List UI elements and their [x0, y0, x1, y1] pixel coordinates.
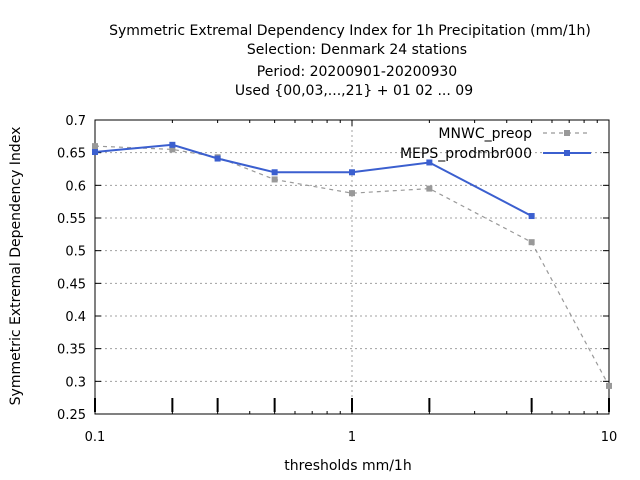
title-line-3: Period: 20200901-20200930: [257, 64, 457, 80]
x-axis-ticks: 0.1 1 10: [85, 120, 618, 445]
data-point: [169, 141, 176, 148]
y-tick-label: 0.65: [57, 147, 86, 162]
grid: [95, 120, 609, 414]
data-point: [426, 159, 433, 166]
data-point: [271, 176, 278, 183]
y-tick-label: 0.3: [65, 375, 86, 390]
y-axis-label: Symmetric Extremal Dependency Index: [8, 127, 24, 406]
plot-frame: [94, 119, 610, 415]
data-point: [271, 169, 278, 176]
data-point: [349, 190, 355, 197]
x-axis-label: thresholds mm/1h: [284, 458, 411, 474]
legend-label-mnwc: MNWC_preop: [438, 126, 532, 142]
legend-label-meps: MEPS_prodmbr000: [400, 146, 532, 162]
data-point: [214, 155, 221, 162]
data-point: [92, 143, 98, 150]
x-tick-label: 0.1: [85, 430, 106, 445]
y-tick-label: 0.6: [65, 179, 86, 194]
series-layer: [92, 141, 612, 389]
title-line-1: Symmetric Extremal Dependency Index for …: [109, 23, 591, 39]
data-point: [528, 239, 535, 246]
y-tick-label: 0.35: [57, 343, 86, 358]
y-tick-label: 0.55: [57, 212, 86, 227]
legend-marker: [564, 150, 570, 156]
y-axis-ticks: 0.25 0.3 0.35 0.4 0.45 0.5 0.55 0.6 0.65 0.7: [57, 114, 609, 423]
chart-title: Symmetric Extremal Dependency Index for …: [109, 23, 591, 99]
x-tick-label: 1: [348, 430, 356, 445]
data-point: [92, 149, 98, 156]
title-line-2: Selection: Denmark 24 stations: [247, 42, 467, 58]
x-tick-label: 10: [601, 430, 618, 445]
sample-marks: [94, 398, 610, 412]
legend-marker: [564, 130, 570, 136]
legend: MNWC_preop MEPS_prodmbr000: [400, 126, 591, 162]
y-tick-label: 0.7: [65, 114, 86, 129]
data-point: [528, 213, 535, 220]
data-point: [426, 185, 433, 192]
y-tick-label: 0.25: [57, 408, 86, 423]
data-point: [349, 169, 355, 176]
title-line-4: Used {00,03,...,21} + 01 02 ... 09: [235, 83, 473, 99]
data-point: [606, 382, 612, 389]
data-point: [169, 146, 176, 153]
y-tick-label: 0.45: [57, 277, 86, 292]
y-tick-label: 0.5: [65, 245, 86, 260]
y-tick-label: 0.4: [65, 310, 86, 325]
